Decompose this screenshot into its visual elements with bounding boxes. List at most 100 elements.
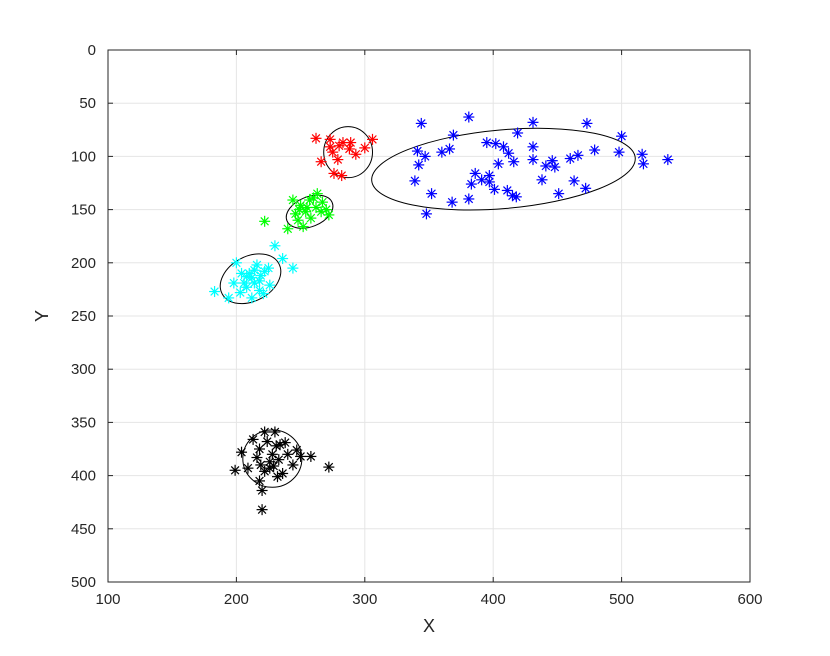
data-point bbox=[311, 188, 323, 200]
data-point bbox=[261, 436, 273, 448]
x-axis-label: X bbox=[423, 616, 435, 636]
data-point bbox=[246, 272, 258, 284]
data-point bbox=[236, 446, 248, 458]
data-point bbox=[310, 201, 322, 213]
y-tick-label: 50 bbox=[79, 95, 96, 112]
data-point bbox=[540, 160, 552, 172]
data-point bbox=[273, 454, 285, 466]
data-point bbox=[228, 277, 240, 289]
data-point bbox=[264, 279, 276, 291]
data-point bbox=[269, 426, 281, 438]
data-point bbox=[248, 264, 260, 276]
cluster-ellipse bbox=[285, 194, 334, 229]
data-point bbox=[297, 221, 309, 233]
data-point bbox=[527, 116, 539, 128]
data-point bbox=[444, 143, 456, 155]
data-point bbox=[279, 437, 291, 449]
data-point bbox=[359, 142, 371, 154]
data-point bbox=[580, 182, 592, 194]
data-point bbox=[270, 440, 282, 452]
data-point bbox=[234, 287, 246, 299]
y-tick-labels: 0 50 100 150 200 250 300 350 400 450 500 bbox=[71, 42, 96, 591]
data-point bbox=[256, 484, 268, 496]
data-point bbox=[616, 130, 628, 142]
data-point bbox=[469, 167, 481, 179]
data-point bbox=[230, 257, 242, 269]
data-point bbox=[254, 443, 266, 455]
data-point bbox=[568, 175, 580, 187]
data-point bbox=[269, 240, 281, 252]
data-point bbox=[367, 133, 379, 145]
data-point bbox=[323, 461, 335, 473]
data-point bbox=[256, 504, 268, 516]
data-point bbox=[291, 444, 303, 456]
cluster-ellipse bbox=[323, 126, 374, 179]
data-point bbox=[492, 158, 504, 170]
y-tick-label: 400 bbox=[71, 468, 96, 485]
data-point bbox=[465, 178, 477, 190]
data-point bbox=[420, 208, 432, 220]
data-point bbox=[415, 117, 427, 129]
data-point bbox=[447, 129, 459, 141]
data-point bbox=[223, 292, 235, 304]
data-point bbox=[316, 196, 328, 208]
data-point bbox=[333, 140, 345, 152]
data-point bbox=[508, 156, 520, 168]
y-tick-label: 100 bbox=[71, 148, 96, 165]
data-point bbox=[463, 111, 475, 123]
data-point bbox=[247, 433, 259, 445]
y-tick-label: 150 bbox=[71, 202, 96, 219]
data-point bbox=[411, 145, 423, 157]
data-point bbox=[254, 284, 266, 296]
data-point bbox=[277, 253, 289, 265]
data-point bbox=[512, 127, 524, 139]
x-tick-label: 200 bbox=[224, 591, 249, 608]
data-point bbox=[481, 137, 493, 149]
data-point bbox=[254, 475, 266, 487]
y-tick-label: 200 bbox=[71, 255, 96, 272]
data-point bbox=[242, 462, 254, 474]
data-point bbox=[259, 265, 271, 277]
data-points bbox=[209, 111, 674, 516]
x-tick-label: 500 bbox=[609, 591, 634, 608]
x-tick-label: 400 bbox=[481, 591, 506, 608]
y-axis-label: Y bbox=[32, 310, 52, 322]
x-tick-label: 600 bbox=[737, 591, 762, 608]
data-point bbox=[446, 196, 458, 208]
data-point bbox=[293, 204, 305, 216]
data-point bbox=[503, 147, 515, 159]
data-point bbox=[328, 167, 340, 179]
data-point bbox=[336, 170, 348, 182]
data-point bbox=[264, 462, 276, 474]
data-point bbox=[497, 141, 509, 153]
data-point bbox=[259, 215, 271, 227]
data-point bbox=[483, 176, 495, 188]
data-point bbox=[282, 223, 294, 235]
data-point bbox=[463, 193, 475, 205]
y-tick-label: 500 bbox=[71, 574, 96, 591]
data-point bbox=[413, 159, 425, 171]
y-tick-label: 250 bbox=[71, 308, 96, 325]
data-point bbox=[564, 153, 576, 165]
data-point bbox=[255, 459, 267, 471]
data-point bbox=[282, 448, 294, 460]
data-point bbox=[241, 271, 253, 283]
y-tick-label: 450 bbox=[71, 521, 96, 538]
data-point bbox=[636, 148, 648, 160]
data-point bbox=[581, 117, 593, 129]
x-tick-label: 100 bbox=[95, 591, 120, 608]
data-point bbox=[637, 158, 649, 170]
data-point bbox=[488, 183, 500, 195]
y-tick-label: 300 bbox=[71, 361, 96, 378]
cluster-ellipse bbox=[371, 127, 636, 211]
data-point bbox=[546, 155, 558, 167]
data-point bbox=[259, 426, 271, 438]
data-point bbox=[419, 150, 431, 162]
x-tick-labels: 100 200 300 400 500 600 bbox=[95, 591, 762, 608]
data-point bbox=[527, 141, 539, 153]
y-tick-label: 0 bbox=[88, 42, 96, 59]
data-point bbox=[536, 174, 548, 186]
data-point bbox=[287, 459, 299, 471]
data-point bbox=[409, 175, 421, 187]
